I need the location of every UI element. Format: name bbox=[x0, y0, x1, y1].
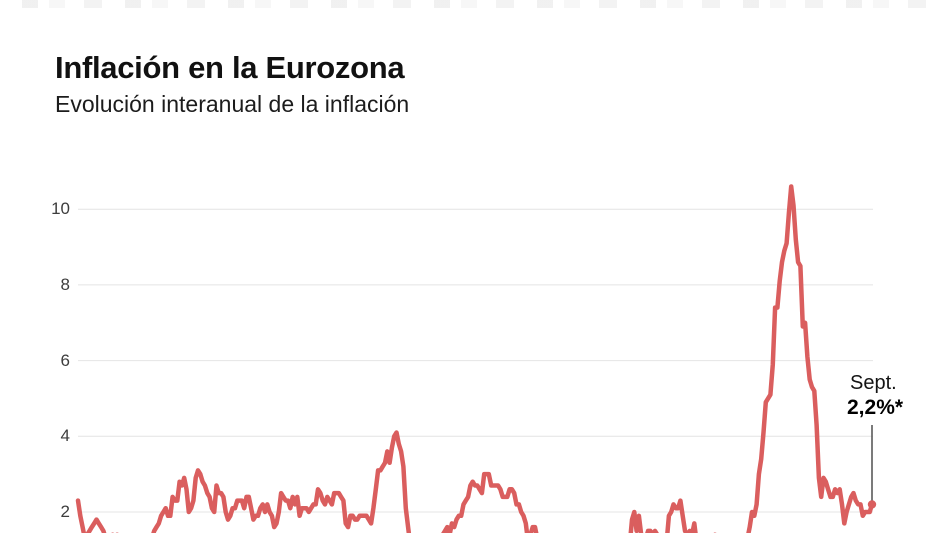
y-axis-tick-label: 10 bbox=[51, 199, 70, 219]
cropped-top-artifact bbox=[22, 0, 940, 8]
y-axis-tick-label: 4 bbox=[60, 426, 70, 446]
chart-title: Inflación en la Eurozona bbox=[55, 50, 405, 85]
y-axis-tick-label: 2 bbox=[60, 502, 70, 521]
y-axis-tick-label: 8 bbox=[60, 274, 70, 294]
chart-subtitle: Evolución interanual de la inflación bbox=[55, 91, 410, 117]
last-data-point-marker bbox=[867, 500, 877, 509]
y-axis-tick-label: 6 bbox=[60, 350, 70, 370]
annotation-last-point: Sept. 2,2%* bbox=[847, 371, 903, 421]
annotation-value-label: 2,2%* bbox=[847, 396, 904, 420]
annotation-month-label: Sept. bbox=[850, 372, 897, 394]
inflation-line bbox=[75, 184, 875, 533]
